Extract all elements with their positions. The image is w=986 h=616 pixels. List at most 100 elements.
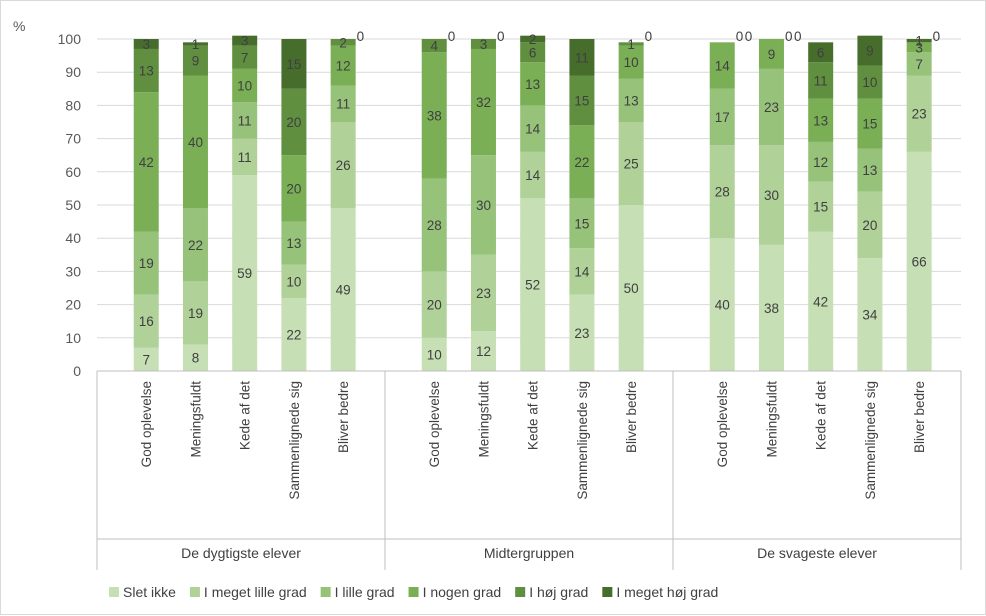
data-labels: 7161942133819224091591111107322101320201… [139,29,940,367]
data-label: 0 [736,29,744,44]
data-label: 42 [139,155,154,170]
bar-segment [281,264,307,298]
data-label: 52 [525,278,540,293]
data-label: 16 [139,314,154,329]
legend-swatch [320,587,331,597]
y-tick-label: 50 [65,197,81,213]
y-tick-label: 100 [58,31,82,47]
data-label: 32 [476,95,491,110]
bar-segment [618,78,644,122]
bar-segment [182,281,208,345]
bar-segment [808,62,834,99]
bar-segment [569,75,595,126]
group-label: Midtergruppen [484,545,574,561]
legend-swatch [189,587,200,597]
data-label: 6 [529,45,537,60]
bar-segment [569,248,595,295]
category-label: Meningsfuldt [188,381,203,458]
bar-segment [569,294,595,371]
y-tick-label: 20 [65,297,81,313]
bar-segment [758,68,784,146]
bar-segment [182,208,208,282]
data-label: 8 [192,351,200,366]
bar-segment [906,75,932,152]
data-label: 19 [188,306,203,321]
data-label: 10 [624,55,639,70]
y-axis-unit: % [13,18,25,34]
bar-segment [330,208,356,371]
category-label: God oplevelse [715,381,730,467]
data-label: 22 [188,238,203,253]
data-label: 15 [813,200,828,215]
data-label: 9 [866,44,874,59]
bar-segment [281,39,307,89]
bar-segment [232,35,258,46]
bar-segment [133,294,159,348]
data-label: 9 [768,47,776,62]
legend-label: I høj grad [529,584,588,600]
bar-segment [709,42,735,89]
bar-segment [470,155,496,255]
bar-segment [182,42,208,46]
bar-segment [520,198,546,371]
bar-segment [857,258,883,371]
data-label: 3 [142,37,150,52]
data-label: 38 [764,301,779,316]
data-label: 10 [427,347,442,362]
data-label: 0 [448,29,456,44]
bar-segment [330,45,356,86]
bar-segment [232,68,258,103]
bar-segment [281,88,307,156]
data-label: 12 [813,155,828,170]
data-label: 2 [339,35,347,50]
data-label: 14 [574,264,590,279]
bar-segment [520,42,546,63]
data-label: 20 [286,181,301,196]
category-label: Bliver bedre [336,381,351,453]
bar-segment [520,151,546,199]
bar-segment [520,35,546,43]
data-label: 12 [476,344,491,359]
data-label: 15 [862,117,877,132]
bar-segment [569,39,595,76]
data-label: 34 [862,308,878,323]
bar-segment [709,145,735,239]
bar-segment [421,178,447,272]
data-label: 4 [430,39,438,54]
data-label: 0 [745,29,753,44]
bar-segment [758,244,784,371]
bar-segment [618,205,644,371]
data-label: 15 [574,216,589,231]
data-label: 13 [624,93,639,108]
data-label: 23 [912,107,927,122]
bar-segment [232,102,258,139]
data-label: 50 [624,281,639,296]
x-axis: De dygtigste elever God oplevelse Meningsf… [96,370,962,570]
data-label: 15 [286,57,301,72]
category-label: Meningsfuldt [764,381,779,458]
bar-segment [133,48,159,93]
data-label: 13 [139,64,154,79]
data-label: 7 [915,57,923,72]
category-label: God oplevelse [139,381,154,467]
bar-segment [618,42,644,46]
bar-segment [232,45,258,69]
bars [133,35,932,371]
bar-segment [520,62,546,106]
bar-segment [808,141,834,182]
bar-segment [906,39,932,43]
bar-segment [470,331,496,371]
data-label: 2 [529,32,537,47]
data-label: 10 [862,75,877,90]
bar-segment [857,65,883,99]
y-tick-label: 70 [65,131,81,147]
data-label: 1 [192,37,200,52]
category-label: God oplevelse [427,381,442,467]
data-label: 11 [238,113,252,128]
data-label: 25 [624,157,639,172]
legend-swatch [109,587,119,597]
y-axis-ticks: 0 10 20 30 40 50 60 70 80 90 100 [58,31,82,379]
y-tick-label: 10 [65,330,81,346]
y-tick-label: 30 [65,263,81,279]
data-label: 11 [238,150,252,165]
